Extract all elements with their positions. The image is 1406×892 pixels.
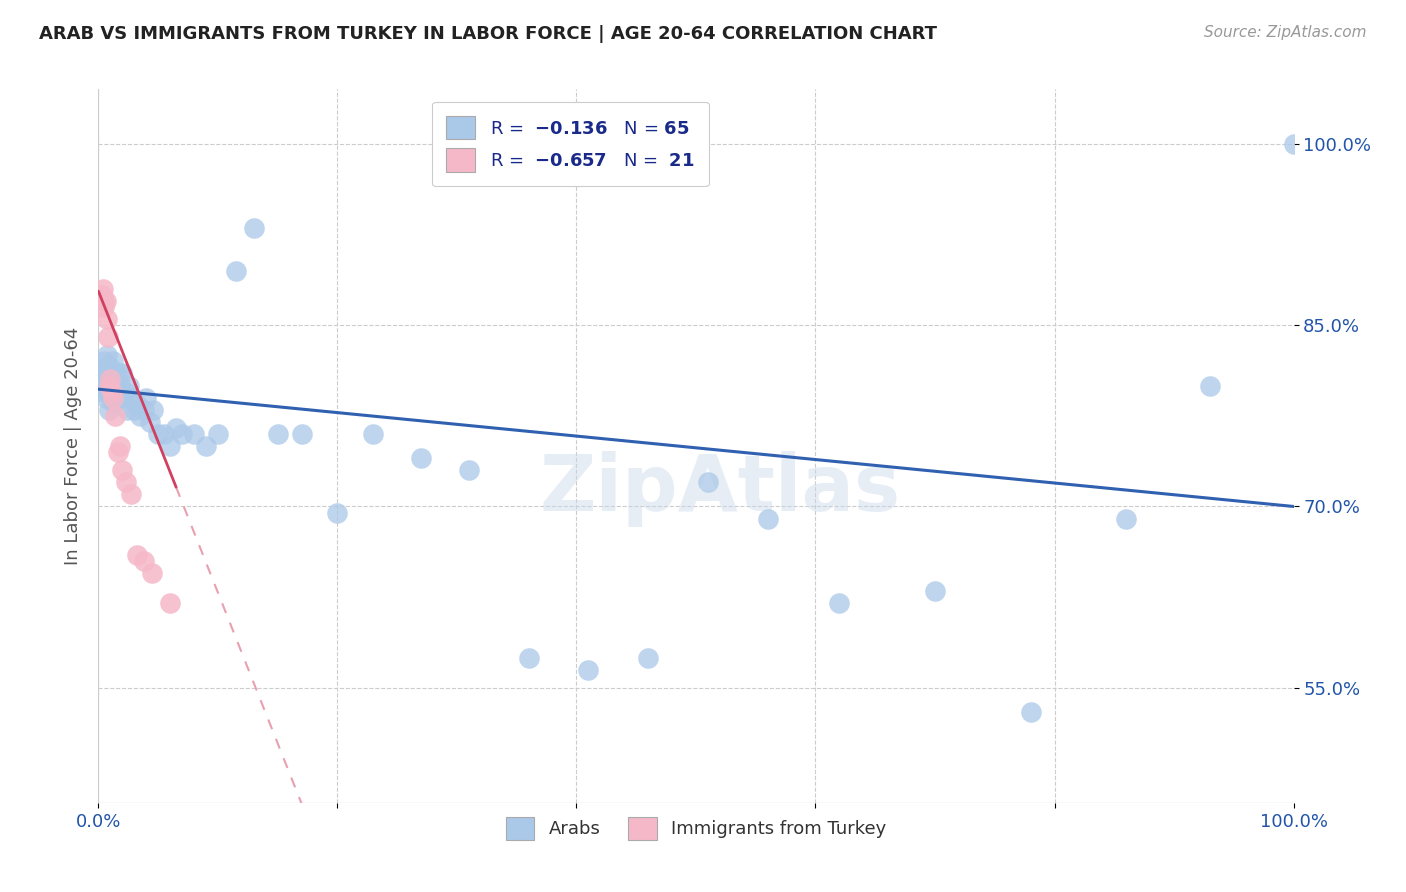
Text: Source: ZipAtlas.com: Source: ZipAtlas.com xyxy=(1204,25,1367,40)
Point xyxy=(125,548,148,562)
Point xyxy=(94,360,117,375)
Point xyxy=(225,263,247,277)
Point xyxy=(828,596,851,610)
Point xyxy=(115,402,138,417)
Point xyxy=(132,402,155,417)
Point xyxy=(142,402,165,417)
Point xyxy=(98,372,122,386)
Point xyxy=(96,312,118,326)
Point xyxy=(120,487,142,501)
Point xyxy=(139,415,162,429)
Point xyxy=(1282,136,1305,151)
Point xyxy=(243,221,266,235)
Point xyxy=(578,663,600,677)
Point xyxy=(172,426,194,441)
Point xyxy=(267,426,290,441)
Point xyxy=(756,511,779,525)
Point xyxy=(637,650,659,665)
Point xyxy=(108,378,131,392)
Point xyxy=(93,354,115,368)
Point xyxy=(107,384,129,399)
Point xyxy=(103,397,125,411)
Point xyxy=(517,650,540,665)
Point xyxy=(98,360,122,375)
Point xyxy=(91,384,114,399)
Point xyxy=(132,554,155,568)
Point xyxy=(697,475,720,490)
Point xyxy=(148,426,170,441)
Point xyxy=(111,463,134,477)
Point xyxy=(91,367,114,381)
Point xyxy=(104,409,127,423)
Point xyxy=(326,506,349,520)
Point xyxy=(159,596,181,610)
Point xyxy=(101,378,124,392)
Point xyxy=(101,354,124,368)
Point xyxy=(105,367,128,381)
Point xyxy=(363,426,385,441)
Point xyxy=(125,397,148,411)
Point xyxy=(98,372,121,386)
Point xyxy=(96,348,118,362)
Point xyxy=(1115,511,1137,525)
Point xyxy=(93,372,115,386)
Point xyxy=(91,282,114,296)
Point xyxy=(104,378,127,392)
Point xyxy=(94,293,117,308)
Point xyxy=(96,378,118,392)
Text: ARAB VS IMMIGRANTS FROM TURKEY IN LABOR FORCE | AGE 20-64 CORRELATION CHART: ARAB VS IMMIGRANTS FROM TURKEY IN LABOR … xyxy=(39,25,938,43)
Point xyxy=(1199,378,1222,392)
Point xyxy=(97,330,120,344)
Point xyxy=(94,391,117,405)
Text: ZipAtlas: ZipAtlas xyxy=(540,450,900,527)
Point xyxy=(114,384,136,399)
Point xyxy=(97,367,120,381)
Point xyxy=(195,439,218,453)
Point xyxy=(101,391,124,405)
Y-axis label: In Labor Force | Age 20-64: In Labor Force | Age 20-64 xyxy=(63,326,82,566)
Point xyxy=(90,378,112,392)
Point xyxy=(98,378,122,392)
Point xyxy=(115,475,138,490)
Point xyxy=(124,402,146,417)
Point xyxy=(91,288,114,302)
Point xyxy=(1019,705,1042,719)
Point xyxy=(411,451,433,466)
Point xyxy=(100,391,122,405)
Point xyxy=(121,391,143,405)
Point xyxy=(100,384,122,399)
Point xyxy=(207,426,229,441)
Point xyxy=(98,402,121,417)
Point xyxy=(159,439,181,453)
Point xyxy=(97,384,120,399)
Point xyxy=(93,300,115,314)
Point xyxy=(458,463,481,477)
Point xyxy=(129,409,152,423)
Point xyxy=(118,378,141,392)
Point xyxy=(135,391,157,405)
Legend: Arabs, Immigrants from Turkey: Arabs, Immigrants from Turkey xyxy=(498,810,894,847)
Point xyxy=(183,426,205,441)
Point xyxy=(924,584,946,599)
Point xyxy=(111,367,134,381)
Point xyxy=(100,367,122,381)
Point xyxy=(291,426,314,441)
Point xyxy=(93,293,115,308)
Point xyxy=(98,378,121,392)
Point xyxy=(165,421,187,435)
Point xyxy=(107,367,129,381)
Point xyxy=(108,439,131,453)
Point xyxy=(107,445,129,459)
Point xyxy=(110,391,132,405)
Point xyxy=(141,566,163,580)
Point xyxy=(153,426,176,441)
